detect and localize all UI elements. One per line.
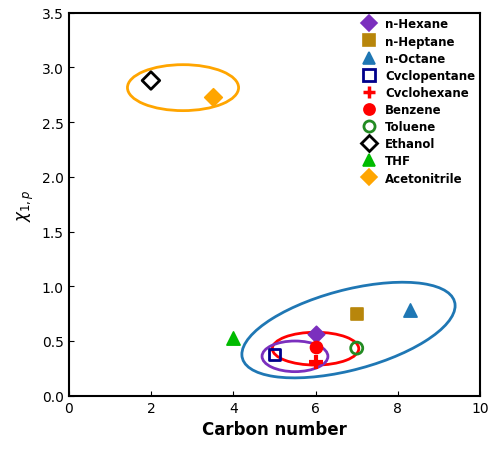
X-axis label: Carbon number: Carbon number [202, 420, 347, 438]
Point [312, 359, 319, 366]
Point [312, 344, 319, 351]
Point [147, 78, 155, 85]
Point [209, 94, 217, 101]
Point [406, 307, 414, 314]
Y-axis label: $\chi_{1,p}$: $\chi_{1,p}$ [16, 188, 36, 221]
Legend: n-Hexane, n-Heptane, n-Octane, Cvclopentane, Cvclohexane, Benzene, Toluene, Etha: n-Hexane, n-Heptane, n-Octane, Cvclopent… [355, 16, 478, 187]
Point [229, 335, 237, 342]
Point [353, 345, 361, 352]
Point [270, 351, 278, 358]
Point [353, 311, 361, 318]
Point [312, 330, 319, 338]
